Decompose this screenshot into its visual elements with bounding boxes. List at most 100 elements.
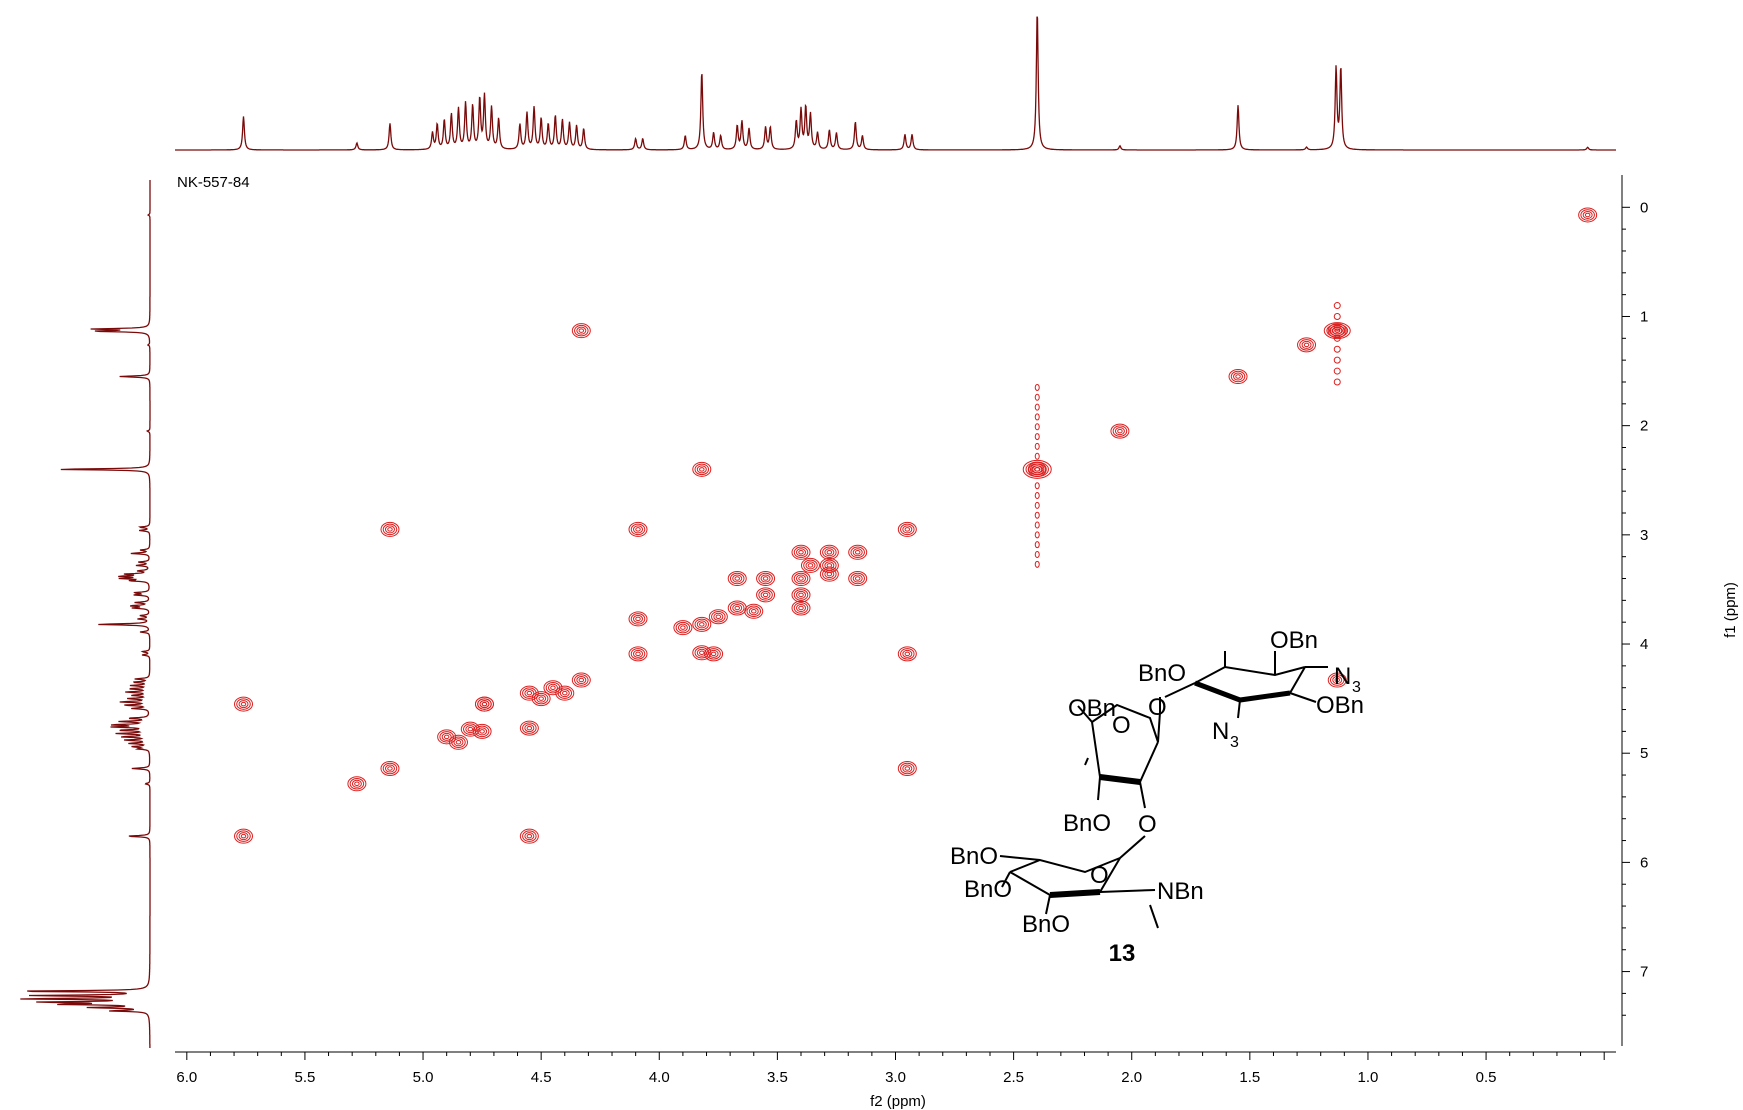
structure-label: BnO xyxy=(1063,810,1111,837)
y-tick-label: 3 xyxy=(1640,527,1648,544)
diagonal-peak xyxy=(792,572,810,586)
structure-label: O xyxy=(1148,694,1167,721)
compound-number: 13 xyxy=(1109,940,1136,967)
y-tick-label: 6 xyxy=(1640,854,1648,871)
cross-peak xyxy=(792,588,810,602)
structure-label: BnO xyxy=(950,843,998,870)
structure-label: OBn xyxy=(1270,627,1318,654)
t1-noise-mark xyxy=(1035,502,1039,508)
cross-peak xyxy=(757,572,775,586)
t1-noise-mark xyxy=(1334,346,1340,352)
x-tick-label: 5.0 xyxy=(413,1069,434,1086)
diagonal-peak xyxy=(728,601,746,615)
structure-label: N xyxy=(1334,663,1351,690)
t1-noise-mark xyxy=(1035,434,1039,440)
y-axis: 0 1 2 3 4 5 6 7 xyxy=(1622,175,1648,1046)
x-tick-label: 2.5 xyxy=(1003,1069,1024,1086)
cross-peak xyxy=(820,567,838,581)
diagonal-peak xyxy=(757,588,775,602)
cross-peak xyxy=(381,522,399,536)
x-tick-label: 5.5 xyxy=(294,1069,315,1086)
diagonal-peak xyxy=(629,647,647,661)
diagonal-peak xyxy=(348,777,366,791)
cross-peak xyxy=(898,647,916,661)
y-tick-label: 7 xyxy=(1640,964,1648,981)
cross-peak xyxy=(801,558,819,572)
t1-noise-mark xyxy=(1035,414,1039,420)
diagonal-peak xyxy=(674,621,692,635)
t1-noise-mark xyxy=(1035,551,1039,557)
cross-peak xyxy=(693,646,711,660)
structure-label: OBn xyxy=(1068,695,1116,722)
t1-noise-mark xyxy=(1334,313,1340,319)
t1-noise-mark xyxy=(1334,368,1340,374)
x-tick-label: 4.5 xyxy=(531,1069,552,1086)
x-axis-label: f2 (ppm) xyxy=(870,1093,926,1110)
t1-noise-mark xyxy=(1334,357,1340,363)
t1-noise-mark xyxy=(1035,404,1039,410)
diagonal-peak xyxy=(381,761,399,775)
t1-noise-mark xyxy=(1035,522,1039,528)
t1-noise-mark xyxy=(1334,379,1340,385)
diagonal-peak xyxy=(235,829,253,843)
diagonal-peak xyxy=(473,724,491,738)
x-tick-label: 2.0 xyxy=(1121,1069,1142,1086)
structure-label: BnO xyxy=(1138,660,1186,687)
cross-peak xyxy=(849,572,867,586)
y-tick-label: 5 xyxy=(1640,745,1648,762)
diagonal-peak xyxy=(1298,338,1316,352)
y-tick-label: 4 xyxy=(1640,636,1648,653)
x-tick-label: 3.5 xyxy=(767,1069,788,1086)
structure-label: O xyxy=(1138,811,1157,838)
diagonal-peak xyxy=(849,545,867,559)
t1-noise-mark xyxy=(1035,424,1039,430)
cross-peak xyxy=(629,612,647,626)
y-tick-label: 2 xyxy=(1640,418,1648,435)
cross-peak xyxy=(520,829,538,843)
diagonal-peak xyxy=(556,686,574,700)
cross-peak xyxy=(235,697,253,711)
diagonal-peak xyxy=(1229,370,1247,384)
t1-noise-mark xyxy=(1035,512,1039,518)
f2-projection-spectrum xyxy=(175,17,1616,150)
cross-peak xyxy=(820,545,838,559)
t1-noise-mark xyxy=(1035,483,1039,489)
contour-peaks xyxy=(235,208,1597,843)
y-tick-label: 0 xyxy=(1640,199,1648,216)
structure-label: O xyxy=(1090,862,1109,889)
cross-peak xyxy=(792,545,810,559)
diagonal-peak xyxy=(1579,208,1597,222)
t1-noise-mark xyxy=(1035,384,1039,390)
cross-peak xyxy=(745,604,763,618)
t1-noise-mark xyxy=(1334,303,1340,309)
x-tick-label: 1.0 xyxy=(1358,1069,1379,1086)
t1-noise-mark xyxy=(1035,443,1039,449)
diagonal-peak xyxy=(898,522,916,536)
structure-label: BnO xyxy=(964,876,1012,903)
structure-label: 3 xyxy=(1230,734,1239,751)
f1-projection-spectrum xyxy=(20,180,150,1048)
t1-noise-mark xyxy=(1035,532,1039,538)
x-tick-label: 6.0 xyxy=(176,1069,197,1086)
f1-projection-trace xyxy=(20,180,150,1048)
t1-noise-mark xyxy=(1035,394,1039,400)
diagonal-peak xyxy=(1023,460,1051,478)
structure-label: NBn xyxy=(1157,878,1204,905)
t1-noise-mark xyxy=(1035,453,1039,459)
cross-peak xyxy=(792,601,810,615)
cross-peak xyxy=(475,697,493,711)
x-tick-label: 1.5 xyxy=(1239,1069,1260,1086)
sample-label: NK-557-84 xyxy=(177,174,250,191)
cross-peak xyxy=(520,721,538,735)
x-axis: 6.0 5.5 5.0 4.5 4.0 3.5 3.0 2.5 2.0 1.5 1.0 0.5 xyxy=(175,1052,1616,1086)
cross-peak xyxy=(898,761,916,775)
diagonal-peak xyxy=(449,735,467,749)
f2-projection-trace xyxy=(175,17,1616,150)
t1-noise-mark xyxy=(1035,493,1039,499)
cross-peak xyxy=(629,522,647,536)
t1-noise-mark xyxy=(1035,561,1039,567)
y-axis-label: f1 (ppm) xyxy=(1722,582,1739,638)
structure-label: N xyxy=(1212,718,1229,745)
y-tick-label: 1 xyxy=(1640,308,1648,325)
